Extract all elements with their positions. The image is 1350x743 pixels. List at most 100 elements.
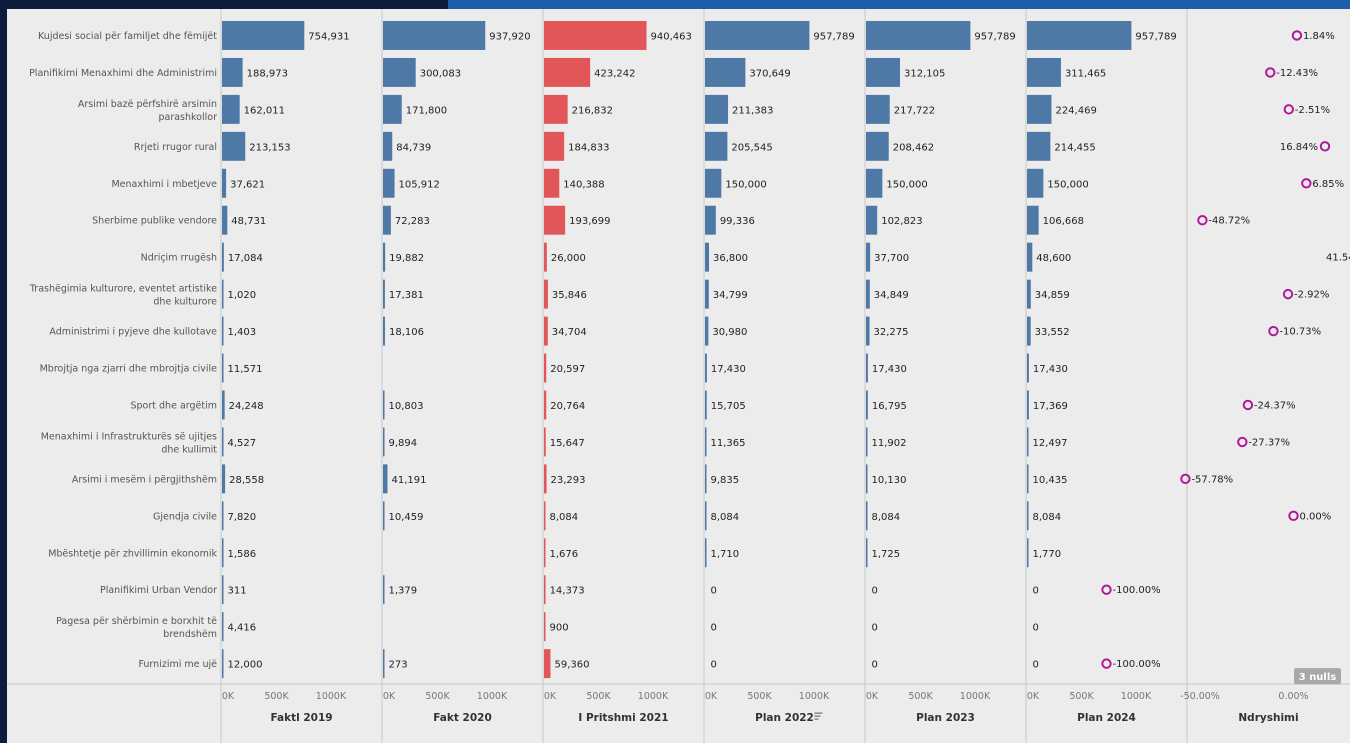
bar: [866, 427, 868, 457]
top-strip: [0, 0, 1350, 9]
category-label: parashkollor: [158, 112, 217, 123]
bar: [1027, 168, 1044, 198]
change-label: -12.43%: [1276, 68, 1318, 79]
bar: [866, 131, 889, 161]
bar: [383, 575, 385, 605]
bar: [222, 575, 224, 605]
change-marker: [1237, 436, 1248, 448]
bar-value-label: 150,000: [886, 179, 927, 190]
bar: [222, 57, 243, 87]
change-label: -57.78%: [1191, 474, 1233, 485]
bar-value-label: 423,242: [594, 68, 635, 79]
bar: [705, 94, 729, 124]
bar-value-label: 312,105: [904, 68, 945, 79]
bar: [383, 649, 385, 679]
bar: [866, 242, 871, 272]
bar: [705, 57, 746, 87]
bar: [1027, 538, 1029, 568]
bar: [383, 316, 385, 346]
bar: [1027, 464, 1029, 494]
bar-value-label: 17,369: [1033, 401, 1068, 412]
change-label: -100.00%: [1113, 585, 1161, 596]
bar-value-label: 37,621: [230, 179, 265, 190]
axis-tick-label: 1000K: [477, 691, 508, 702]
bar-value-label: 20,764: [550, 401, 585, 412]
bar-value-label: 4,527: [228, 438, 257, 449]
bar-value-label: 1,725: [872, 549, 901, 560]
bar-value-label: 8,084: [1033, 512, 1062, 523]
bar: [383, 205, 391, 235]
bar: [383, 427, 385, 457]
bar: [544, 390, 547, 420]
bar: [544, 57, 591, 87]
change-marker: [1291, 30, 1303, 41]
category-label: Planifikimi Menaxhimi dhe Administrimi: [29, 68, 217, 79]
column-title: Plan 2023: [916, 712, 975, 724]
bar-value-label: 370,649: [749, 68, 790, 79]
bar-value-label: 34,704: [552, 327, 587, 338]
bar: [866, 168, 883, 198]
bar-value-label: 937,920: [489, 31, 530, 42]
axis-tick-label: 0.00%: [1278, 691, 1308, 702]
bar-value-label: 41,191: [391, 475, 426, 486]
bar-value-label: 224,469: [1055, 105, 1096, 116]
bar-value-label: 957,789: [1135, 31, 1176, 42]
bar-value-label: 10,130: [872, 475, 907, 486]
change-marker: [1288, 510, 1299, 522]
bar: [222, 131, 246, 161]
bar-value-label: 23,293: [551, 475, 586, 486]
nulls-badge: [1294, 668, 1341, 685]
category-label: Arsimi i mesëm i përgjithshëm: [72, 474, 217, 485]
bar-value-label: 24,248: [229, 401, 264, 412]
bar: [705, 427, 707, 457]
category-label: Gjendja civile: [153, 511, 217, 522]
bar-value-label: 7,820: [228, 512, 257, 523]
bar: [222, 538, 224, 568]
bar-value-label: 99,336: [720, 216, 755, 227]
bar-value-label: 0: [872, 623, 878, 634]
bar: [866, 501, 868, 531]
bar: [544, 205, 566, 235]
bar: [544, 353, 547, 383]
bar-value-label: 957,789: [813, 31, 854, 42]
bar: [866, 94, 890, 124]
bar: [705, 538, 707, 568]
bar-value-label: 106,668: [1043, 216, 1084, 227]
bar-value-label: 37,700: [874, 253, 909, 264]
top-accent-bar: [448, 0, 1350, 9]
bar: [544, 279, 548, 309]
bar: [705, 131, 728, 161]
bar: [383, 279, 385, 309]
bar-value-label: 14,373: [550, 586, 585, 597]
bar-value-label: 0: [872, 586, 878, 597]
bar-value-label: 59,360: [554, 660, 589, 671]
bar-value-label: 11,365: [711, 438, 746, 449]
change-label: -24.37%: [1254, 400, 1296, 411]
bar-value-label: 205,545: [731, 142, 772, 153]
bar: [866, 205, 878, 235]
bar-value-label: 300,083: [420, 68, 461, 79]
axis-tick-label: 500K: [908, 691, 933, 702]
bar: [1027, 390, 1029, 420]
bar-value-label: 1,710: [711, 549, 740, 560]
change-label: -27.37%: [1248, 437, 1290, 448]
bar: [222, 501, 224, 531]
change-marker: [1242, 399, 1254, 411]
bar: [1027, 21, 1132, 50]
bar-value-label: 10,803: [389, 401, 424, 412]
bar-value-label: 17,430: [1033, 364, 1068, 375]
bar: [705, 501, 707, 531]
change-label: -10.73%: [1279, 327, 1321, 338]
column-title: Ndryshimi: [1238, 712, 1298, 724]
bar-value-label: 940,463: [651, 31, 692, 42]
change-label: 16.84%: [1280, 142, 1318, 153]
bar-value-label: 34,859: [1035, 290, 1070, 301]
bar: [705, 242, 710, 272]
column-title: Plan 2022: [755, 712, 814, 724]
axis-tick-label: 0K: [544, 691, 557, 702]
bar-value-label: 150,000: [725, 179, 766, 190]
axis-tick-label: 500K: [425, 691, 450, 702]
bar-value-label: 150,000: [1047, 179, 1088, 190]
bar-value-label: 140,388: [563, 179, 604, 190]
bar-value-label: 0: [1033, 660, 1039, 671]
